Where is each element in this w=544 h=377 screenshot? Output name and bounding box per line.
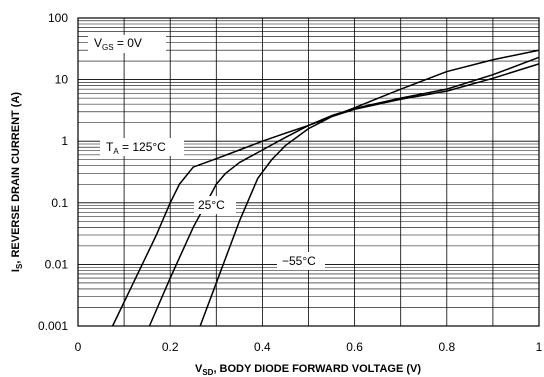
x-tick-labels: 0 0.2 0.4 0.6 0.8 1 <box>75 340 543 354</box>
series-line-2 <box>199 63 540 327</box>
y-tick-label: 0.1 <box>51 196 68 210</box>
x-axis-title-rest: , BODY DIODE FORWARD VOLTAGE (V) <box>213 363 421 375</box>
x-tick-label: 1 <box>536 340 543 354</box>
x-axis-title-sub: SD <box>202 368 213 377</box>
annotation-sub: A <box>113 147 119 156</box>
annotation-main: −55°C <box>282 254 316 268</box>
annotation-main: 25°C <box>198 198 225 212</box>
y-tick-label: 0.001 <box>38 319 68 333</box>
annotation-ta: TA = 125°C <box>106 140 166 156</box>
y-tick-label: 0.01 <box>45 257 69 271</box>
x-tick-label: 0.2 <box>162 340 179 354</box>
series-line-0 <box>111 49 540 327</box>
x-tick-label: 0.8 <box>438 340 455 354</box>
y-tick-label: 100 <box>48 11 68 25</box>
x-tick-label: 0.4 <box>254 340 271 354</box>
y-axis-title-main: I <box>10 269 22 272</box>
annotation-t25: 25°C <box>198 198 225 212</box>
x-axis-title-main: V <box>195 363 203 375</box>
y-axis-title-rest: , REVERSE DRAIN CURRENT (A) <box>10 92 22 264</box>
x-axis-title: VSD, BODY DIODE FORWARD VOLTAGE (V) <box>195 363 421 377</box>
x-tick-label: 0.6 <box>346 340 363 354</box>
y-tick-label: 10 <box>55 73 69 87</box>
y-axis-title-sub: S <box>15 263 24 269</box>
annotation-main: T <box>106 140 114 154</box>
annotation-rest: = 0V <box>114 36 142 50</box>
y-tick-labels: 0.001 0.01 0.1 1 10 100 <box>38 11 68 333</box>
annotation-background <box>194 196 236 214</box>
x-tick-label: 0 <box>75 340 82 354</box>
annotation-tm55: −55°C <box>282 254 316 268</box>
annotation-rest: = 125°C <box>119 140 166 154</box>
annotation-background <box>277 252 325 270</box>
annotation-sub: GS <box>102 43 114 52</box>
annotation-background <box>88 35 166 53</box>
plot-frame <box>77 17 540 327</box>
annotation-background <box>100 138 184 156</box>
y-tick-label: 1 <box>61 134 68 148</box>
annotation-main: V <box>94 36 102 50</box>
annotations: VGS = 0V TA = 125°C 25°C −55°C <box>88 35 325 270</box>
annotation-vgs: VGS = 0V <box>94 36 142 52</box>
y-axis-title: IS, REVERSE DRAIN CURRENT (A) <box>10 92 24 272</box>
